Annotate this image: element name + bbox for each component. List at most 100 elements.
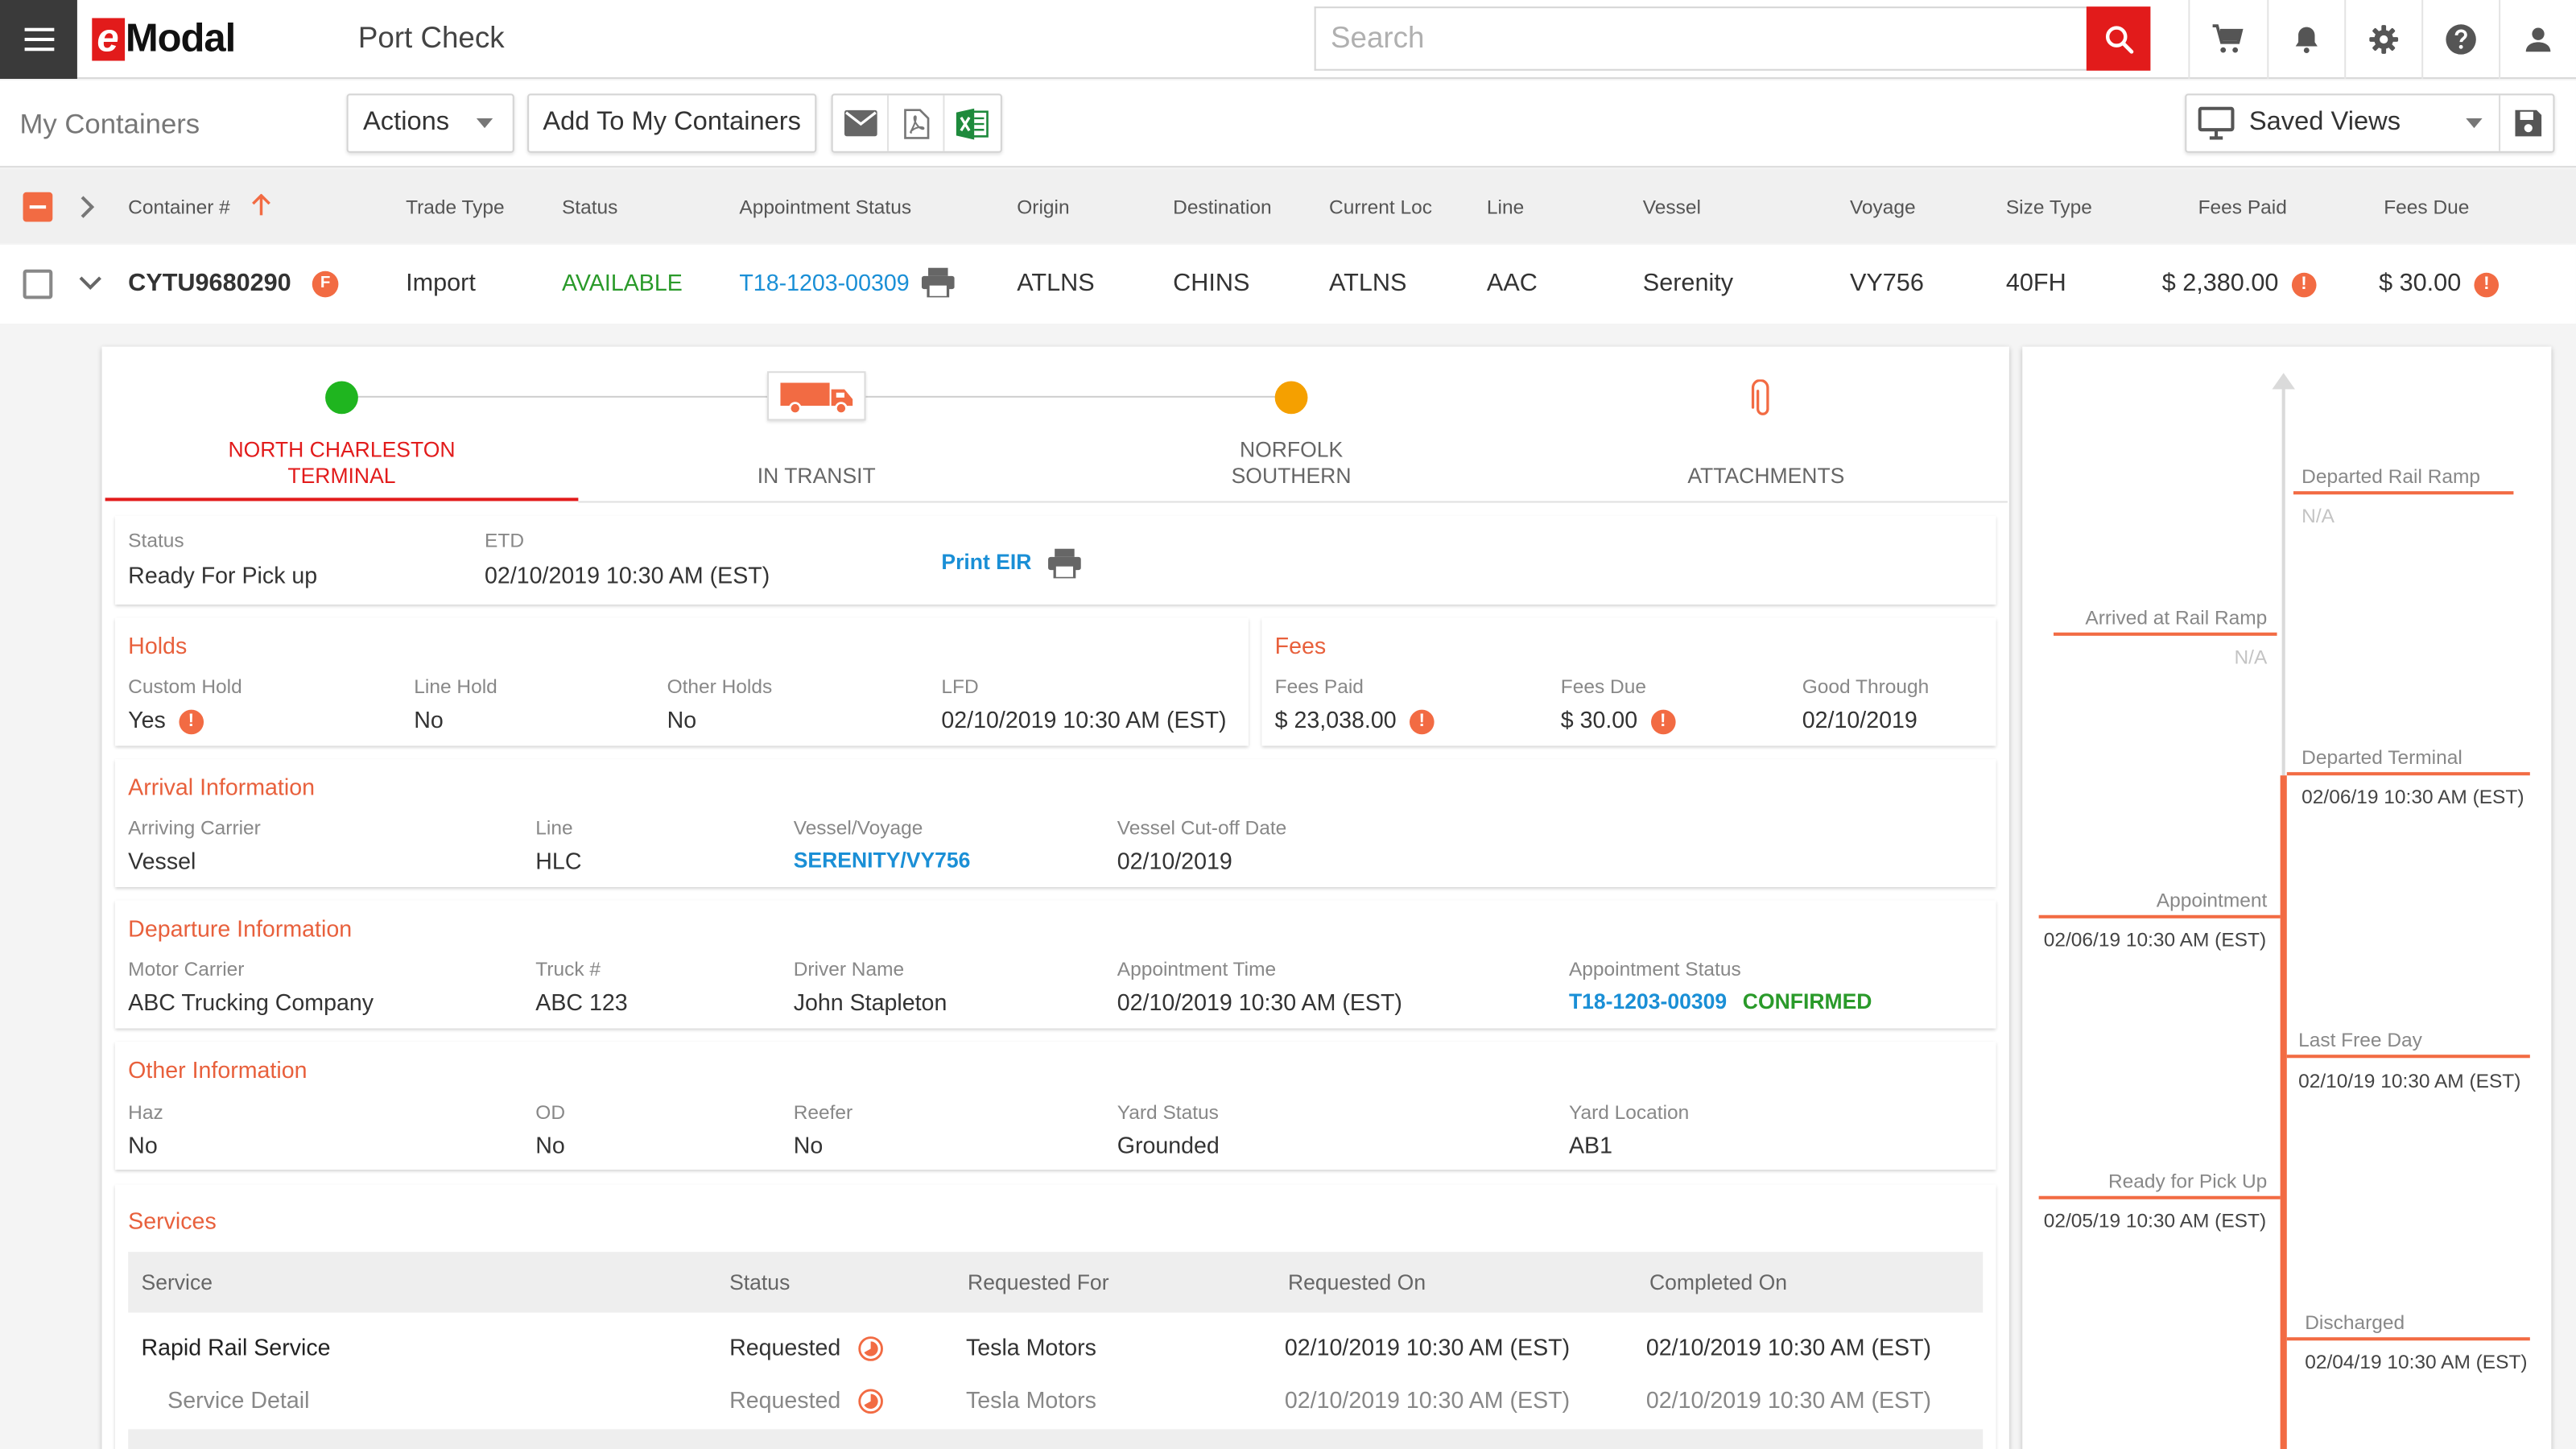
svc-col-requested-on: Requested On [1287,1269,1426,1295]
appointment-status-value: T18-1203-00309 CONFIRMED [1569,989,1872,1014]
search-icon [2104,25,2133,53]
menu-button[interactable] [0,0,77,79]
saved-views-dropdown[interactable]: Saved Views [2185,93,2555,153]
help-button[interactable] [2421,0,2499,79]
row-checkbox[interactable] [23,269,53,299]
cutoff-date-value: 02/10/2019 [1117,848,1232,874]
container-status: AVAILABLE [561,269,683,296]
fees-paid-label: Fees Paid [1274,675,1364,699]
tab-north-charleston-terminal[interactable]: NORTH CHARLESTON TERMINAL [228,436,456,489]
voyage: VY756 [1849,269,1924,298]
service-name[interactable]: Rapid Rail Service [141,1334,331,1360]
printer-icon [1047,548,1080,580]
cart-button[interactable] [2188,0,2265,79]
chevron-right-icon[interactable] [79,194,95,221]
pending-clock-icon [857,1389,883,1414]
search-input[interactable] [1315,8,2087,69]
save-icon[interactable] [2513,109,2543,138]
custom-hold-value: Yes! [128,707,204,734]
timeline-event-label: Appointment [2156,889,2268,912]
table-row[interactable] [0,245,2576,324]
line-hold-label: Line Hold [414,675,497,699]
chevron-down-icon[interactable] [77,275,104,291]
col-header-voyage[interactable]: Voyage [1849,195,1916,219]
timeline-event-label: Departed Terminal [2301,745,2462,770]
col-header-current-loc[interactable]: Current Loc [1329,195,1432,219]
service-detail-completed-on: 02/10/2019 10:30 AM (EST) [1645,1386,1932,1414]
search-box [1314,6,2087,71]
timeline-axis-completed [2280,775,2287,1449]
container-number[interactable]: CYTU9680290 [128,269,291,298]
col-header-trade-type[interactable]: Trade Type [406,195,505,219]
truck-value: ABC 123 [535,989,628,1016]
svc-col-completed-on: Completed On [1649,1269,1788,1295]
od-value: No [535,1132,565,1158]
col-header-line[interactable]: Line [1486,195,1525,219]
service-requested-for: Tesla Motors [965,1334,1096,1360]
col-header-appointment-status[interactable]: Appointment Status [739,195,912,219]
holds-section [114,617,1249,746]
service-requested-on: 02/10/2019 10:30 AM (EST) [1284,1334,1571,1360]
info-icon[interactable]: ! [1409,709,1435,734]
email-icon [843,109,877,137]
other-holds-label: Other Holds [667,675,773,699]
actions-dropdown[interactable]: Actions [346,93,514,153]
timeline-event-value: 02/06/19 10:30 AM (EST) [2301,785,2524,809]
motor-carrier-value: ABC Trucking Company [128,989,374,1016]
timeline-event-value: 02/04/19 10:30 AM (EST) [2305,1350,2528,1374]
od-label: OD [535,1100,566,1124]
add-to-my-containers-button[interactable]: Add To My Containers [527,93,817,153]
col-header-fees-due[interactable]: Fees Due [2384,195,2470,219]
col-header-size-type[interactable]: Size Type [2005,195,2092,219]
user-button[interactable] [2499,0,2576,79]
vessel-voyage-link[interactable]: SERENITY/VY756 [793,848,971,873]
excel-button[interactable] [944,95,1000,151]
col-header-fees-paid[interactable]: Fees Paid [2198,195,2287,219]
arrival-title: Arrival Information [128,774,316,800]
etd-value: 02/10/2019 10:30 AM (EST) [485,561,770,588]
current-location: ATLNS [1329,269,1407,298]
timeline-event-label: Discharged [2305,1311,2405,1335]
email-button[interactable] [833,95,890,151]
fees-section [1261,617,1996,746]
info-icon[interactable]: ! [1650,709,1676,734]
tab-attachments[interactable]: ATTACHMENTS [1687,463,1845,489]
col-header-vessel[interactable]: Vessel [1642,195,1701,219]
info-icon[interactable]: ! [179,709,204,734]
col-header-container[interactable]: Container # [128,195,230,219]
appointment-status-label: Appointment Status [1568,957,1741,981]
departure-title: Departure Information [128,914,353,942]
tab-in-transit[interactable]: IN TRANSIT [757,463,876,489]
sort-up-icon[interactable] [251,193,270,217]
col-header-destination[interactable]: Destination [1173,195,1272,219]
tab-norfolk-southern[interactable]: NORFOLK SOUTHERN [1231,436,1352,489]
table-header [0,169,2576,244]
service-detail-name[interactable]: Service Detail [167,1386,310,1414]
search-button[interactable] [2086,6,2151,71]
notifications-button[interactable] [2267,0,2344,79]
tab-divider [578,501,2008,503]
services-title: Services [128,1207,217,1234]
holds-title: Holds [128,632,188,659]
arriving-carrier-label: Arriving Carrier [128,816,261,840]
col-header-status[interactable]: Status [561,195,618,219]
col-header-origin[interactable]: Origin [1017,195,1070,219]
info-icon[interactable]: ! [2291,271,2317,297]
select-all-checkbox[interactable] [23,192,53,222]
printer-icon[interactable] [921,267,955,298]
appointment-link[interactable]: T18-1203-00309 [739,269,910,296]
timeline-event-line [2038,914,2281,919]
appointment-id-link[interactable]: T18-1203-00309 [1568,989,1728,1014]
divider [2499,95,2501,151]
caret-down-icon [476,118,493,129]
print-eir-link[interactable]: Print EIR [941,548,1080,580]
cutoff-date-label: Vessel Cut-off Date [1117,816,1287,840]
pending-clock-icon [857,1336,883,1362]
settings-button[interactable] [2344,0,2421,79]
pdf-button[interactable] [889,95,945,151]
info-icon[interactable]: ! [2474,271,2500,297]
timeline-event-line [2286,772,2530,776]
trade-type: Import [406,269,476,298]
caret-down-icon [2466,118,2483,129]
service-detail-status: Requested [729,1386,883,1414]
